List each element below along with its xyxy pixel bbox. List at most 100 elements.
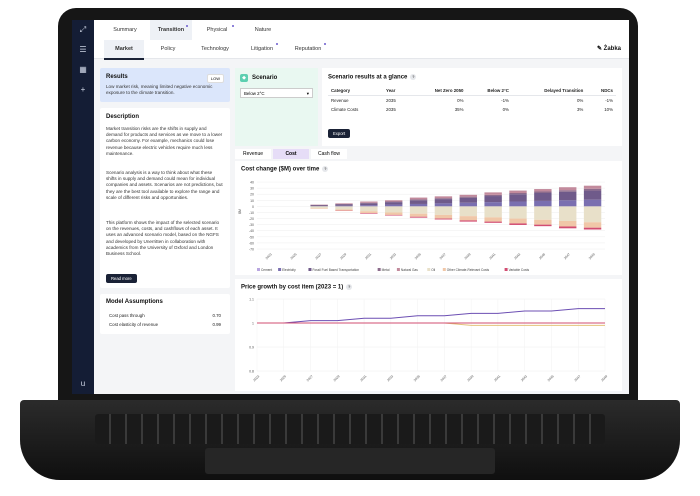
bar-segment [385,201,403,203]
scenario-select[interactable]: Below 2°C ▾ [240,88,313,98]
table-cell: Revenue [331,98,349,103]
bar-segment [559,221,577,227]
expand-icon[interactable]: ⤢ [79,25,87,34]
x-tick-label: 2025 [290,252,298,260]
bar-segment [559,187,577,191]
table-cell: -1% [605,98,613,103]
bar-segment [434,206,453,215]
bar-segment [509,201,527,207]
bar-segment [385,202,403,205]
scenario-panel: ◆ Scenario Below 2°C ▾ [235,68,318,146]
new-indicator-dot [324,43,326,45]
bar-segment [434,199,453,204]
bar-segment [559,191,577,201]
bar-segment [434,214,453,219]
new-indicator-dot [186,25,188,27]
bar-segment [559,226,577,229]
results-text: Low market risk, meaning limited negativ… [106,84,213,96]
y-tick-label: -70 [249,248,254,252]
bar-segment [360,211,378,214]
bar-segment [534,224,552,227]
bar-segment [509,194,527,202]
tab-nature[interactable]: Nature [254,27,272,33]
tab-cash-flow[interactable]: Cash flow [311,149,347,159]
x-tick-label: 2033 [386,374,394,382]
help-icon[interactable]: ? [346,284,353,290]
scenario-selected: Below 2°C [244,91,265,96]
legend-swatch [396,268,400,271]
brand[interactable]: ✎ Żabka [597,45,621,52]
legend-swatch [427,268,431,271]
bar-segment [534,206,552,220]
bar-segment [385,200,403,202]
x-tick-label: 2039 [466,374,474,382]
x-tick-label: 2027 [314,252,322,260]
legend-swatch [257,268,260,271]
x-tick-label: 2025 [279,374,287,382]
table-cell: Climate Costs [331,107,359,112]
help-icon[interactable]: ? [322,166,329,172]
y-tick-label: 0.9 [249,346,254,350]
subtab-reputation[interactable]: Reputation [294,46,322,52]
y-tick-label: 30 [250,187,254,191]
legend-label: Oil [431,268,435,272]
subtab-technology[interactable]: Technology [201,46,229,52]
bar-segment [484,217,502,222]
plus-icon[interactable]: + [80,85,86,94]
x-tick-label: 2029 [339,252,347,260]
read-more-button[interactable]: Read more [106,274,137,283]
tab-revenue[interactable]: Revenue [235,149,271,159]
legend-label: Metal [382,268,390,272]
list-icon[interactable]: ☰ [79,45,87,54]
cost-change-panel: Cost change ($M) over time? 40 30 20 10 0 -10… [235,161,622,275]
x-tick-label: 2047 [574,374,582,382]
keyboard [95,414,605,444]
edit-icon: ✎ [596,46,602,52]
bar-segment [360,202,378,204]
new-indicator-dot [232,25,234,27]
tab-physical[interactable]: Physical [206,27,228,33]
bar-segment [583,185,602,189]
bar-segment [335,203,353,205]
y-tick-label: -50 [249,235,254,239]
bar-segment [459,206,477,217]
legend-label: Electricity [282,268,296,272]
sub-tabs: ✎ Żabka Market Policy Technology Litigation… [94,40,629,60]
bar-segment [484,194,502,197]
description-card: Description Market transition risks are … [100,108,230,288]
bar-segment [434,218,453,220]
bar-segment [310,204,328,206]
table-row: Cost elasticity of revenue 0.99 [106,320,224,329]
bar-segment [409,203,428,207]
assumptions-card: Model Assumptions Cost pass through 0.70 … [100,294,230,334]
legend-swatch [377,268,381,271]
x-tick-label: 2043 [520,374,528,382]
bar-segment [459,194,477,197]
export-button[interactable]: Export [328,129,351,138]
bar-segment [459,220,477,222]
subtab-policy[interactable]: Policy [160,46,176,52]
description-p2: Scenario analysis is a way to think abou… [106,170,223,200]
table-cell: -1% [501,98,509,103]
x-tick-label: 2049 [600,374,608,382]
help-icon[interactable]: ? [410,74,417,80]
tab-cost[interactable]: Cost [273,149,309,159]
description-p3: This platform shows the impact of the se… [106,220,220,257]
assumption-value: 0.99 [212,322,221,327]
legend-label: Cement [261,268,272,272]
grid-icon[interactable]: ▦ [79,65,87,74]
column-header: Below 2°C [466,86,512,96]
subtab-market[interactable]: Market [104,40,144,60]
x-tick-label: 2027 [306,374,314,382]
bar-segment [583,206,602,223]
table-cell: 10% [604,107,613,112]
left-column: Results LOW Low market risk, meaning lim… [100,64,230,392]
bar-segment [335,204,353,206]
tab-transition[interactable]: Transition [150,20,192,42]
legend-swatch [308,268,312,271]
x-tick-label: 2023 [252,374,260,382]
subtab-litigation[interactable]: Litigation [250,46,274,52]
tab-summary[interactable]: Summary [113,27,137,33]
bar-segment [434,196,453,199]
bar-segment [310,205,328,207]
